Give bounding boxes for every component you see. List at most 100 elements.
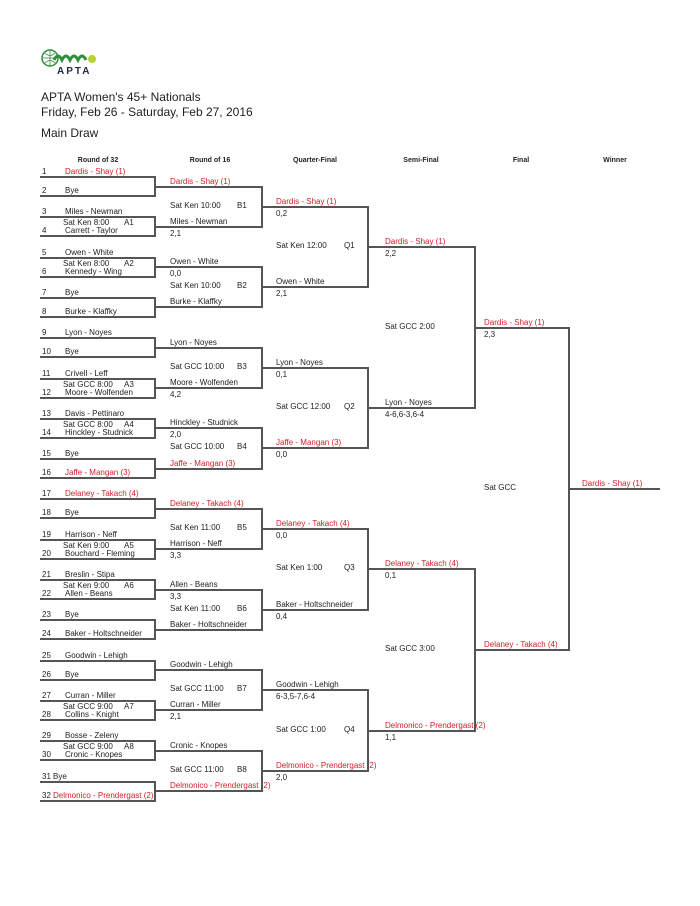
match-time: Sat GCC 9:00: [63, 742, 113, 752]
winner-line: [569, 487, 660, 490]
r32-team-name: Bosse - Zeleny: [65, 731, 119, 741]
r32-line: [40, 337, 155, 340]
match-code: Q4: [344, 724, 355, 734]
match-time: Sat GCC 11:00: [170, 764, 224, 774]
r16-team-name: Owen - White: [170, 257, 219, 267]
seed-number: 14: [42, 427, 51, 437]
r32-team-name: Carrett - Taylor: [65, 226, 118, 236]
seed-number: 28: [42, 709, 51, 719]
winner-team-name: Dardis - Shay (1): [582, 478, 643, 488]
r16-team-name: Hinckley - Studnick: [170, 418, 239, 428]
r32-line: [40, 396, 155, 399]
match-code: A1: [124, 218, 134, 228]
sf-team-name: Lyon - Noyes: [385, 398, 432, 408]
r32-team-name: Davis - Pettinaro: [65, 408, 125, 418]
r16-line: [155, 790, 262, 792]
r32-line: [40, 517, 155, 520]
r16-team-name: Delaney - Takach (4): [170, 498, 244, 508]
match-code: Q3: [344, 563, 355, 573]
qf-team-name: Delaney - Takach (4): [276, 519, 350, 529]
seed-number: 17: [42, 489, 51, 499]
r16-score: 3,3: [170, 551, 182, 561]
r16-line: [155, 467, 262, 470]
r16-line: [155, 387, 262, 389]
match-time: Sat Ken 8:00: [63, 218, 110, 228]
r16-team-name: Burke - Klaffky: [170, 297, 222, 307]
r32-team-name: Owen - White: [65, 247, 114, 257]
match-time: Sat Ken 8:00: [63, 258, 110, 268]
seed-number: 19: [42, 529, 51, 539]
match-code: A3: [124, 379, 134, 389]
r32-team-name: Bye: [65, 610, 79, 620]
seed-number: 23: [42, 610, 51, 620]
r32-line: [40, 498, 155, 501]
seed-number: 13: [42, 408, 51, 418]
r32-line: [40, 275, 155, 278]
r32-line: [40, 235, 155, 238]
final-team-name: Delaney - Takach (4): [484, 639, 558, 649]
r16-line: [155, 427, 262, 430]
match-code: A6: [124, 581, 134, 590]
r32-team-name: Bye: [65, 287, 79, 297]
qf-team-name: Delmonico - Prendergast (2): [276, 760, 377, 770]
match-time: Sat GCC 10:00: [170, 442, 225, 452]
r16-line: [155, 306, 262, 309]
r16-line: [155, 548, 262, 551]
r16-line: [155, 669, 262, 672]
header-quarter-final: Quarter-Final: [293, 157, 337, 164]
qf-line: [262, 689, 368, 692]
header-round-of-32: Round of 32: [77, 157, 119, 164]
r16-team-name: Lyon - Noyes: [170, 337, 217, 347]
seed-number: 25: [42, 650, 51, 660]
seed-number: 24: [42, 629, 51, 639]
match-time: Sat GCC: [484, 482, 517, 492]
match-code: B5: [237, 523, 247, 533]
match-time: Sat Ken 1:00: [276, 563, 323, 573]
r16-line: [155, 628, 262, 631]
r32-team-name: Bouchard - Fleming: [65, 548, 135, 558]
qf-line: [262, 769, 368, 772]
match-time: Sat GCC 3:00: [385, 643, 435, 653]
final-team-name: Dardis - Shay (1): [484, 317, 545, 327]
match-code: Q1: [344, 240, 355, 250]
qf-team-name: Lyon - Noyes: [276, 357, 323, 367]
r32-line: [40, 176, 155, 178]
match-code: B3: [237, 361, 247, 371]
match-time: Sat Ken 12:00: [276, 240, 327, 250]
r32-line: [40, 417, 155, 420]
r16-line: [155, 266, 262, 269]
match-code: A5: [124, 540, 134, 550]
sf-score: 4-6,6-3,6-4: [385, 410, 425, 420]
r32-team-name: Miles - Newman: [65, 207, 123, 217]
sf-team-name: Delmonico - Prendergast (2): [385, 720, 486, 730]
r32-line: [40, 377, 155, 380]
seed-number: 12: [42, 387, 51, 397]
event-dates: Friday, Feb 26 - Saturday, Feb 27, 2016: [41, 105, 253, 119]
r32-team-name: Lyon - Noyes: [65, 328, 112, 338]
sf-score: 2,2: [385, 248, 397, 258]
match-code: B4: [237, 442, 247, 452]
match-code: A2: [124, 258, 134, 268]
r16-line: [155, 225, 262, 228]
r32-team-name: Kennedy - Wing: [65, 266, 122, 276]
match-code: Q2: [344, 402, 355, 412]
r32-line: [40, 477, 155, 480]
r32-line: [40, 436, 155, 439]
sf-line: [368, 407, 475, 410]
qf-team-name: Baker - Holtschneider: [276, 599, 353, 609]
r16-line: [155, 185, 262, 188]
r32-team-name: Allen - Beans: [65, 589, 113, 598]
r32-line: [40, 718, 155, 721]
r32-team-name: Goodwin - Lehigh: [65, 650, 128, 660]
r32-line: [40, 216, 155, 219]
match-code: B2: [237, 281, 247, 291]
r32-team-name: Hinckley - Studnick: [65, 427, 134, 437]
seed-number: 20: [42, 548, 51, 558]
r32-line: [40, 356, 155, 359]
seed-number: 7: [42, 287, 47, 297]
r16-team-name: Jaffe - Mangan (3): [170, 458, 236, 468]
qf-score: 0,4: [276, 611, 288, 621]
r16-team-name: Cronic - Knopes: [170, 740, 228, 750]
seed-number: 15: [42, 449, 51, 459]
seed-number: 16: [42, 468, 51, 478]
